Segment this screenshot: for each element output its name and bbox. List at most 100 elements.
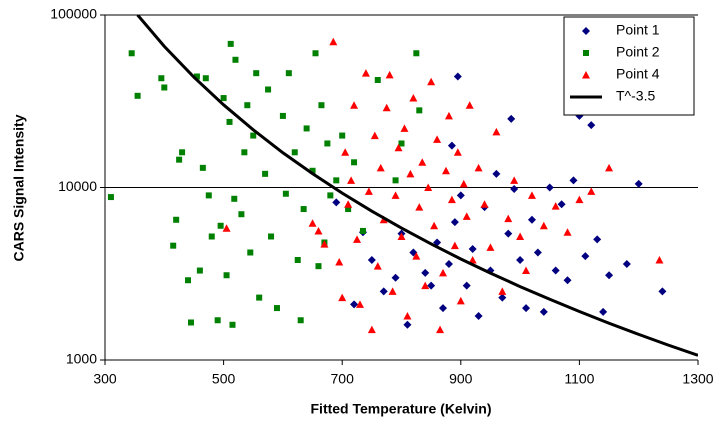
point xyxy=(185,277,192,284)
point xyxy=(367,255,376,264)
point xyxy=(351,159,358,166)
point xyxy=(128,50,135,57)
point xyxy=(421,268,430,277)
point xyxy=(196,267,203,274)
point xyxy=(450,241,459,250)
point xyxy=(347,176,356,184)
legend-label: Point 4 xyxy=(616,66,660,82)
point xyxy=(247,249,254,256)
point xyxy=(193,73,200,80)
point xyxy=(161,84,168,91)
point xyxy=(238,211,245,218)
point xyxy=(327,192,334,199)
point xyxy=(533,248,542,257)
y-tick-label: 10000 xyxy=(58,178,97,194)
point xyxy=(333,177,340,184)
point xyxy=(273,305,280,312)
point xyxy=(498,293,507,302)
legend-label: T^-3.5 xyxy=(616,88,655,104)
point xyxy=(176,156,183,163)
point xyxy=(391,191,400,199)
point xyxy=(658,287,667,296)
point xyxy=(605,271,614,280)
point xyxy=(622,260,631,269)
point xyxy=(217,222,224,229)
point xyxy=(223,272,230,279)
point xyxy=(450,218,459,227)
point xyxy=(199,164,206,171)
point xyxy=(504,214,513,223)
point xyxy=(392,177,399,184)
point xyxy=(427,281,436,290)
point xyxy=(406,169,415,178)
point xyxy=(593,235,602,244)
point xyxy=(516,255,525,264)
point xyxy=(324,140,331,147)
point xyxy=(539,307,548,316)
point xyxy=(634,179,643,188)
point xyxy=(563,276,572,285)
point xyxy=(231,195,238,202)
x-tick-label: 1100 xyxy=(564,371,594,387)
point xyxy=(370,131,379,140)
point xyxy=(226,118,233,125)
point xyxy=(480,200,489,208)
point xyxy=(374,76,381,83)
point xyxy=(385,70,394,79)
x-tick-label: 500 xyxy=(212,371,236,387)
point xyxy=(599,307,608,316)
point xyxy=(170,242,177,249)
point xyxy=(332,198,341,207)
point xyxy=(335,257,344,266)
trend-line xyxy=(136,15,698,357)
point xyxy=(315,263,322,270)
point xyxy=(282,190,289,197)
point xyxy=(253,70,260,77)
x-tick-label: 300 xyxy=(93,371,117,387)
point xyxy=(158,75,165,82)
point xyxy=(291,149,298,156)
point xyxy=(350,101,359,109)
point xyxy=(551,202,560,210)
point xyxy=(279,112,286,119)
point xyxy=(338,293,347,302)
point xyxy=(382,103,391,112)
point xyxy=(173,216,180,223)
point xyxy=(373,262,382,270)
point xyxy=(416,107,423,114)
point xyxy=(486,243,495,251)
point xyxy=(507,114,516,123)
point xyxy=(415,203,424,211)
point xyxy=(462,212,471,220)
point xyxy=(468,255,477,264)
y-axis-label: CARS Signal Intensity xyxy=(11,114,27,261)
point xyxy=(107,194,114,201)
point xyxy=(308,219,317,227)
point xyxy=(510,185,519,194)
point xyxy=(447,195,456,204)
point xyxy=(403,311,412,320)
point xyxy=(364,187,373,195)
point xyxy=(587,187,596,195)
point xyxy=(400,124,409,132)
point xyxy=(359,227,366,234)
x-axis-label: Fitted Temperature (Kelvin) xyxy=(311,401,492,417)
point xyxy=(214,317,221,324)
point xyxy=(582,27,590,35)
point xyxy=(575,195,584,204)
point xyxy=(205,192,212,199)
point xyxy=(492,127,501,136)
point xyxy=(403,320,412,329)
point xyxy=(427,77,436,86)
point xyxy=(557,200,566,209)
point xyxy=(510,176,519,184)
point xyxy=(320,240,329,248)
point xyxy=(453,72,462,81)
point xyxy=(468,245,477,254)
point xyxy=(474,311,483,320)
point xyxy=(439,304,448,313)
point xyxy=(430,221,439,230)
point xyxy=(444,111,453,120)
legend-label: Point 1 xyxy=(616,22,660,38)
point xyxy=(244,102,251,109)
